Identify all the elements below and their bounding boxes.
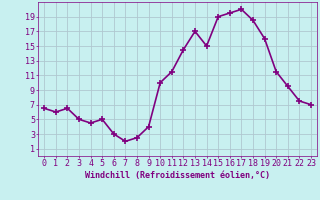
X-axis label: Windchill (Refroidissement éolien,°C): Windchill (Refroidissement éolien,°C) — [85, 171, 270, 180]
